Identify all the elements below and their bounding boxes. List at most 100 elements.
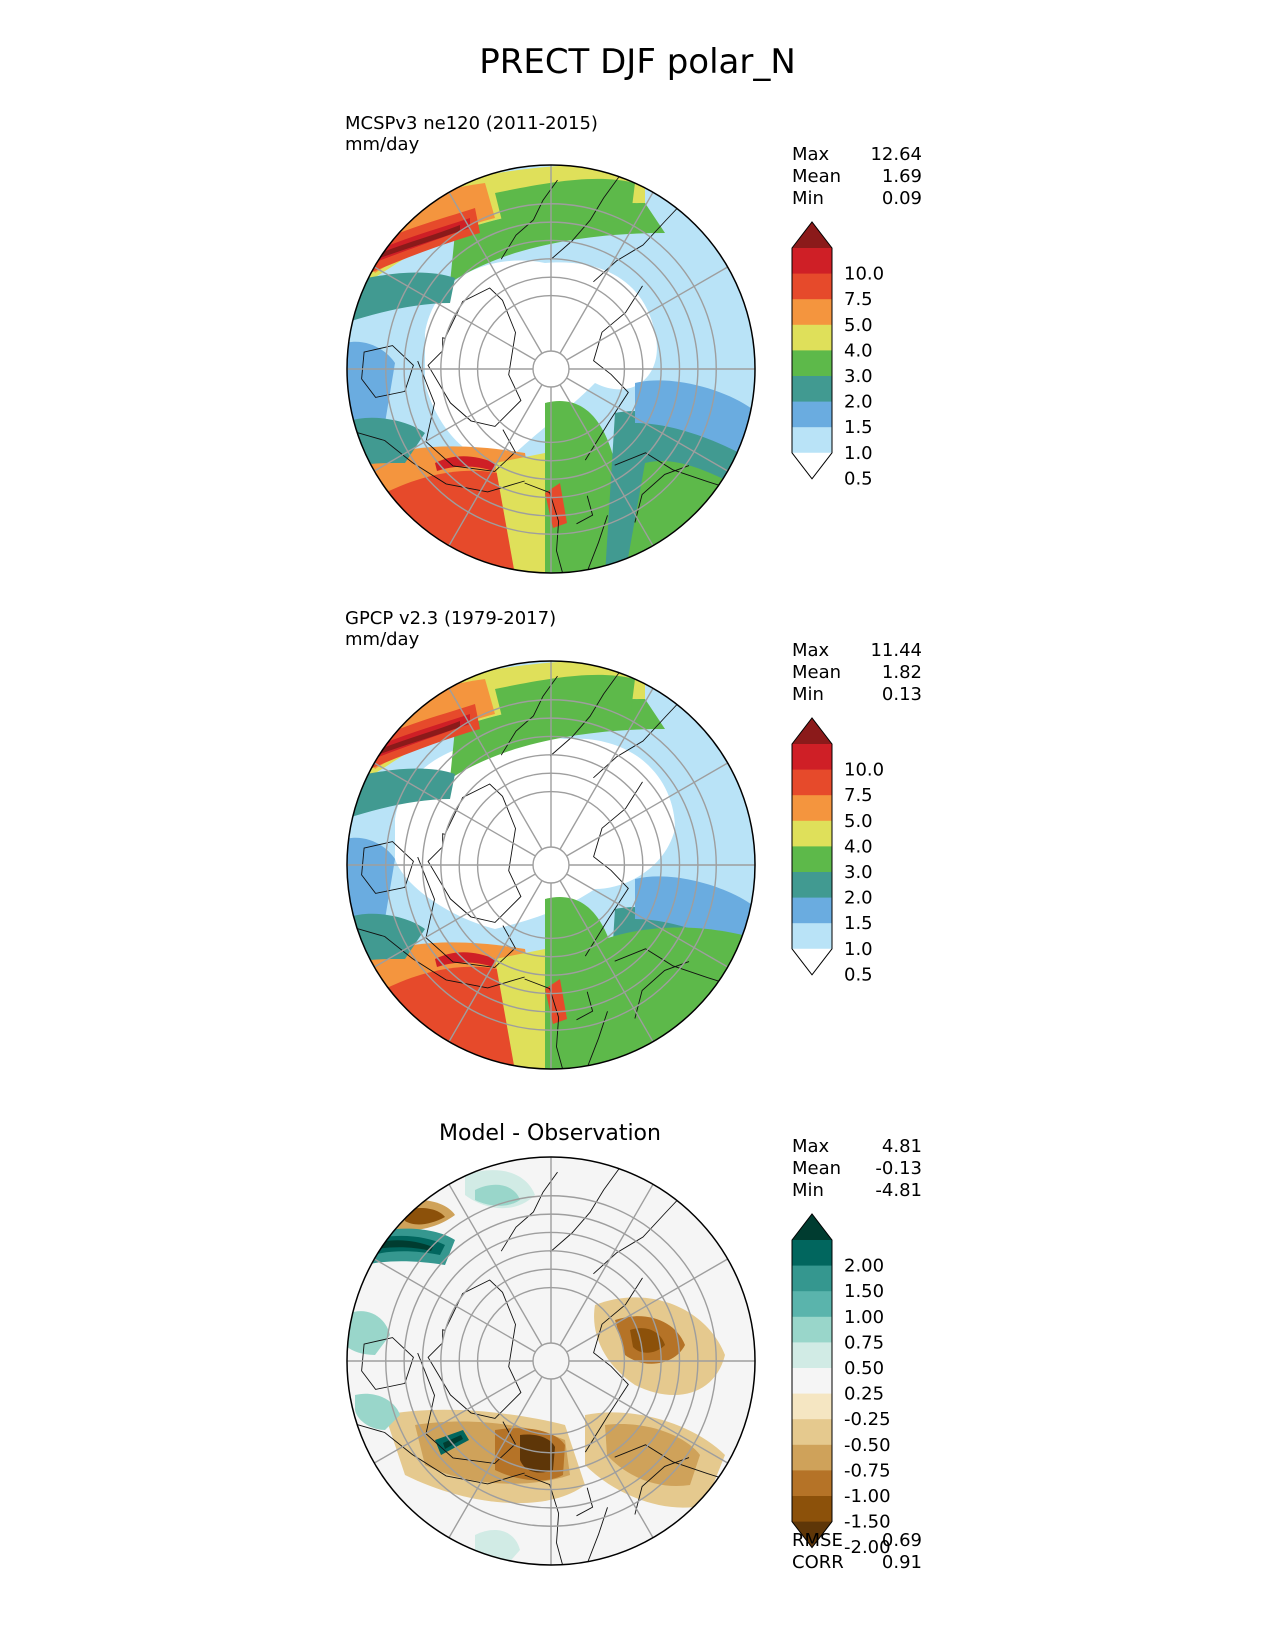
- colorbar-tick-label: 2.0: [844, 888, 873, 909]
- colorbar-segment: [792, 897, 832, 924]
- colorbar-segment: [792, 248, 832, 275]
- colorbar-tick-label: -1.50: [844, 1512, 891, 1533]
- contour-region: [395, 736, 675, 929]
- colorbar-segment: [792, 1419, 832, 1446]
- colorbar-segment: [792, 1393, 832, 1420]
- stat-min: Min -4.81: [792, 1180, 922, 1201]
- contour-region: [545, 897, 615, 1069]
- panel-diff-title: Model - Observation: [439, 1121, 661, 1146]
- colorbar-tick-label: -2.00: [844, 1537, 891, 1558]
- colorbar-segment: [792, 1470, 832, 1497]
- colorbar-tick-label: 1.0: [844, 939, 873, 960]
- coastlines: [352, 171, 738, 573]
- panel-model-label: MCSPv3 ne120 (2011-2015) mm/day: [345, 113, 598, 155]
- contour-region: [443, 1435, 463, 1449]
- polar-map-diff: [346, 1156, 756, 1566]
- colorbar-extend-top: [792, 1214, 832, 1240]
- colorbar-segment: [792, 820, 832, 847]
- colorbar-segment: [792, 401, 832, 428]
- colorbar-tick-label: -0.75: [844, 1460, 891, 1481]
- contour-region: [520, 1434, 555, 1473]
- colorbar-tick-label: 0.25: [844, 1384, 884, 1405]
- colorbar-precip-obs: 10.0 7.5 5.0 4.0 3.0 2.0 1.5 1.0 0.5: [791, 717, 884, 985]
- colorbar-segment: [792, 1316, 832, 1343]
- colorbar-segment: [792, 769, 832, 796]
- colorbar-tick-label: 2.00: [844, 1256, 884, 1277]
- colorbar-tick-label: 1.5: [844, 913, 873, 934]
- colorbar-extend-bottom: [792, 1521, 832, 1548]
- colorbar-tick-label: 3.0: [844, 366, 873, 387]
- contour-region: [375, 225, 460, 259]
- colorbar-segment: [792, 376, 832, 403]
- metric-rmse: RMSE 0.69: [792, 1530, 922, 1551]
- colorbar-tick-label: 0.5: [844, 468, 873, 489]
- colorbar-segment: [792, 1368, 832, 1395]
- stat-mean: Mean 1.82: [792, 662, 922, 683]
- colorbar-segment: [792, 273, 832, 300]
- stats-obs: Max 11.44 Mean 1.82 Min 0.13: [792, 640, 922, 706]
- contour-region: [545, 401, 615, 573]
- contour-region: [355, 1393, 400, 1430]
- colorbar-precip-model: 10.0 7.5 5.0 4.0 3.0 2.0 1.5 1.0 0.5: [791, 221, 884, 489]
- colorbar-outline: [791, 1213, 833, 1549]
- colorbar-segment: [792, 1444, 832, 1471]
- colorbar-segment: [792, 1240, 832, 1267]
- colorbar-segment: [792, 1291, 832, 1318]
- colorbar-tick-label: 1.00: [844, 1307, 884, 1328]
- colorbar-tick-label: -1.00: [844, 1486, 891, 1507]
- polar-map-model: [346, 164, 756, 574]
- map-boundary: [346, 164, 756, 574]
- colorbar-tick-label: 0.5: [844, 964, 873, 985]
- stats-model: Max 12.64 Mean 1.69 Min 0.09: [792, 144, 922, 210]
- coastlines: [352, 667, 738, 1069]
- colorbar-segment: [792, 923, 832, 950]
- colorbar-tick-label: 7.5: [844, 785, 873, 806]
- colorbar-extend-bottom: [792, 452, 832, 479]
- colorbar-extend-bottom: [792, 948, 832, 975]
- colorbar-extend-top: [792, 718, 832, 744]
- colorbar-tick-label: 10.0: [844, 264, 884, 285]
- contour-region: [375, 721, 460, 755]
- colorbar-tick-label: 1.0: [844, 443, 873, 464]
- colorbar-tick-label: 5.0: [844, 811, 873, 832]
- colorbar-segment: [792, 1265, 832, 1292]
- colorbar-segment: [792, 324, 832, 351]
- colorbar-outline: [791, 717, 833, 976]
- colorbar-extend-top: [792, 222, 832, 248]
- colorbar-segment: [792, 744, 832, 771]
- panel-model-units: mm/day: [345, 134, 420, 155]
- colorbar-segment: [792, 795, 832, 822]
- contour-region: [347, 272, 455, 323]
- stat-max: Max 4.81: [792, 1136, 922, 1157]
- colorbar-tick-label: 1.50: [844, 1281, 884, 1302]
- contour-region: [495, 674, 635, 729]
- graticule: [347, 1157, 755, 1565]
- contour-region: [495, 178, 635, 233]
- map-boundary: [346, 1156, 756, 1566]
- panel-obs-label: GPCP v2.3 (1979-2017) mm/day: [345, 608, 556, 650]
- colorbar-segment: [792, 427, 832, 454]
- colorbar-tick-label: 10.0: [844, 760, 884, 781]
- coastlines: [352, 1163, 738, 1565]
- stat-min: Min 0.13: [792, 684, 922, 705]
- colorbar-segment: [792, 1496, 832, 1523]
- colorbar-tick-label: 1.5: [844, 417, 873, 438]
- graticule: [347, 165, 755, 573]
- contour-region: [635, 380, 755, 463]
- colorbar-segment: [792, 872, 832, 899]
- colorbar-outline: [791, 221, 833, 480]
- metrics-diff: RMSE 0.69 CORR 0.91: [792, 1530, 922, 1574]
- colorbar-tick-label: 7.5: [844, 289, 873, 310]
- colorbar-tick-label: 5.0: [844, 315, 873, 336]
- colorbar-segment: [792, 350, 832, 377]
- colorbar-diff: 2.00 1.50 1.00 0.75 0.50 0.25 -0.25 -0.50 -0.75 -…: [791, 1213, 891, 1558]
- stats-diff: Max 4.81 Mean -0.13 Min -4.81: [792, 1136, 922, 1202]
- stat-mean: Mean 1.69: [792, 166, 922, 187]
- contour-region: [405, 1207, 445, 1225]
- contour-region: [347, 768, 455, 819]
- contour-region: [595, 927, 755, 1069]
- colorbar-tick-label: 0.50: [844, 1358, 884, 1379]
- map-boundary: [346, 660, 756, 1070]
- metric-corr: CORR 0.91: [792, 1552, 922, 1573]
- colorbar-tick-label: 0.75: [844, 1332, 884, 1353]
